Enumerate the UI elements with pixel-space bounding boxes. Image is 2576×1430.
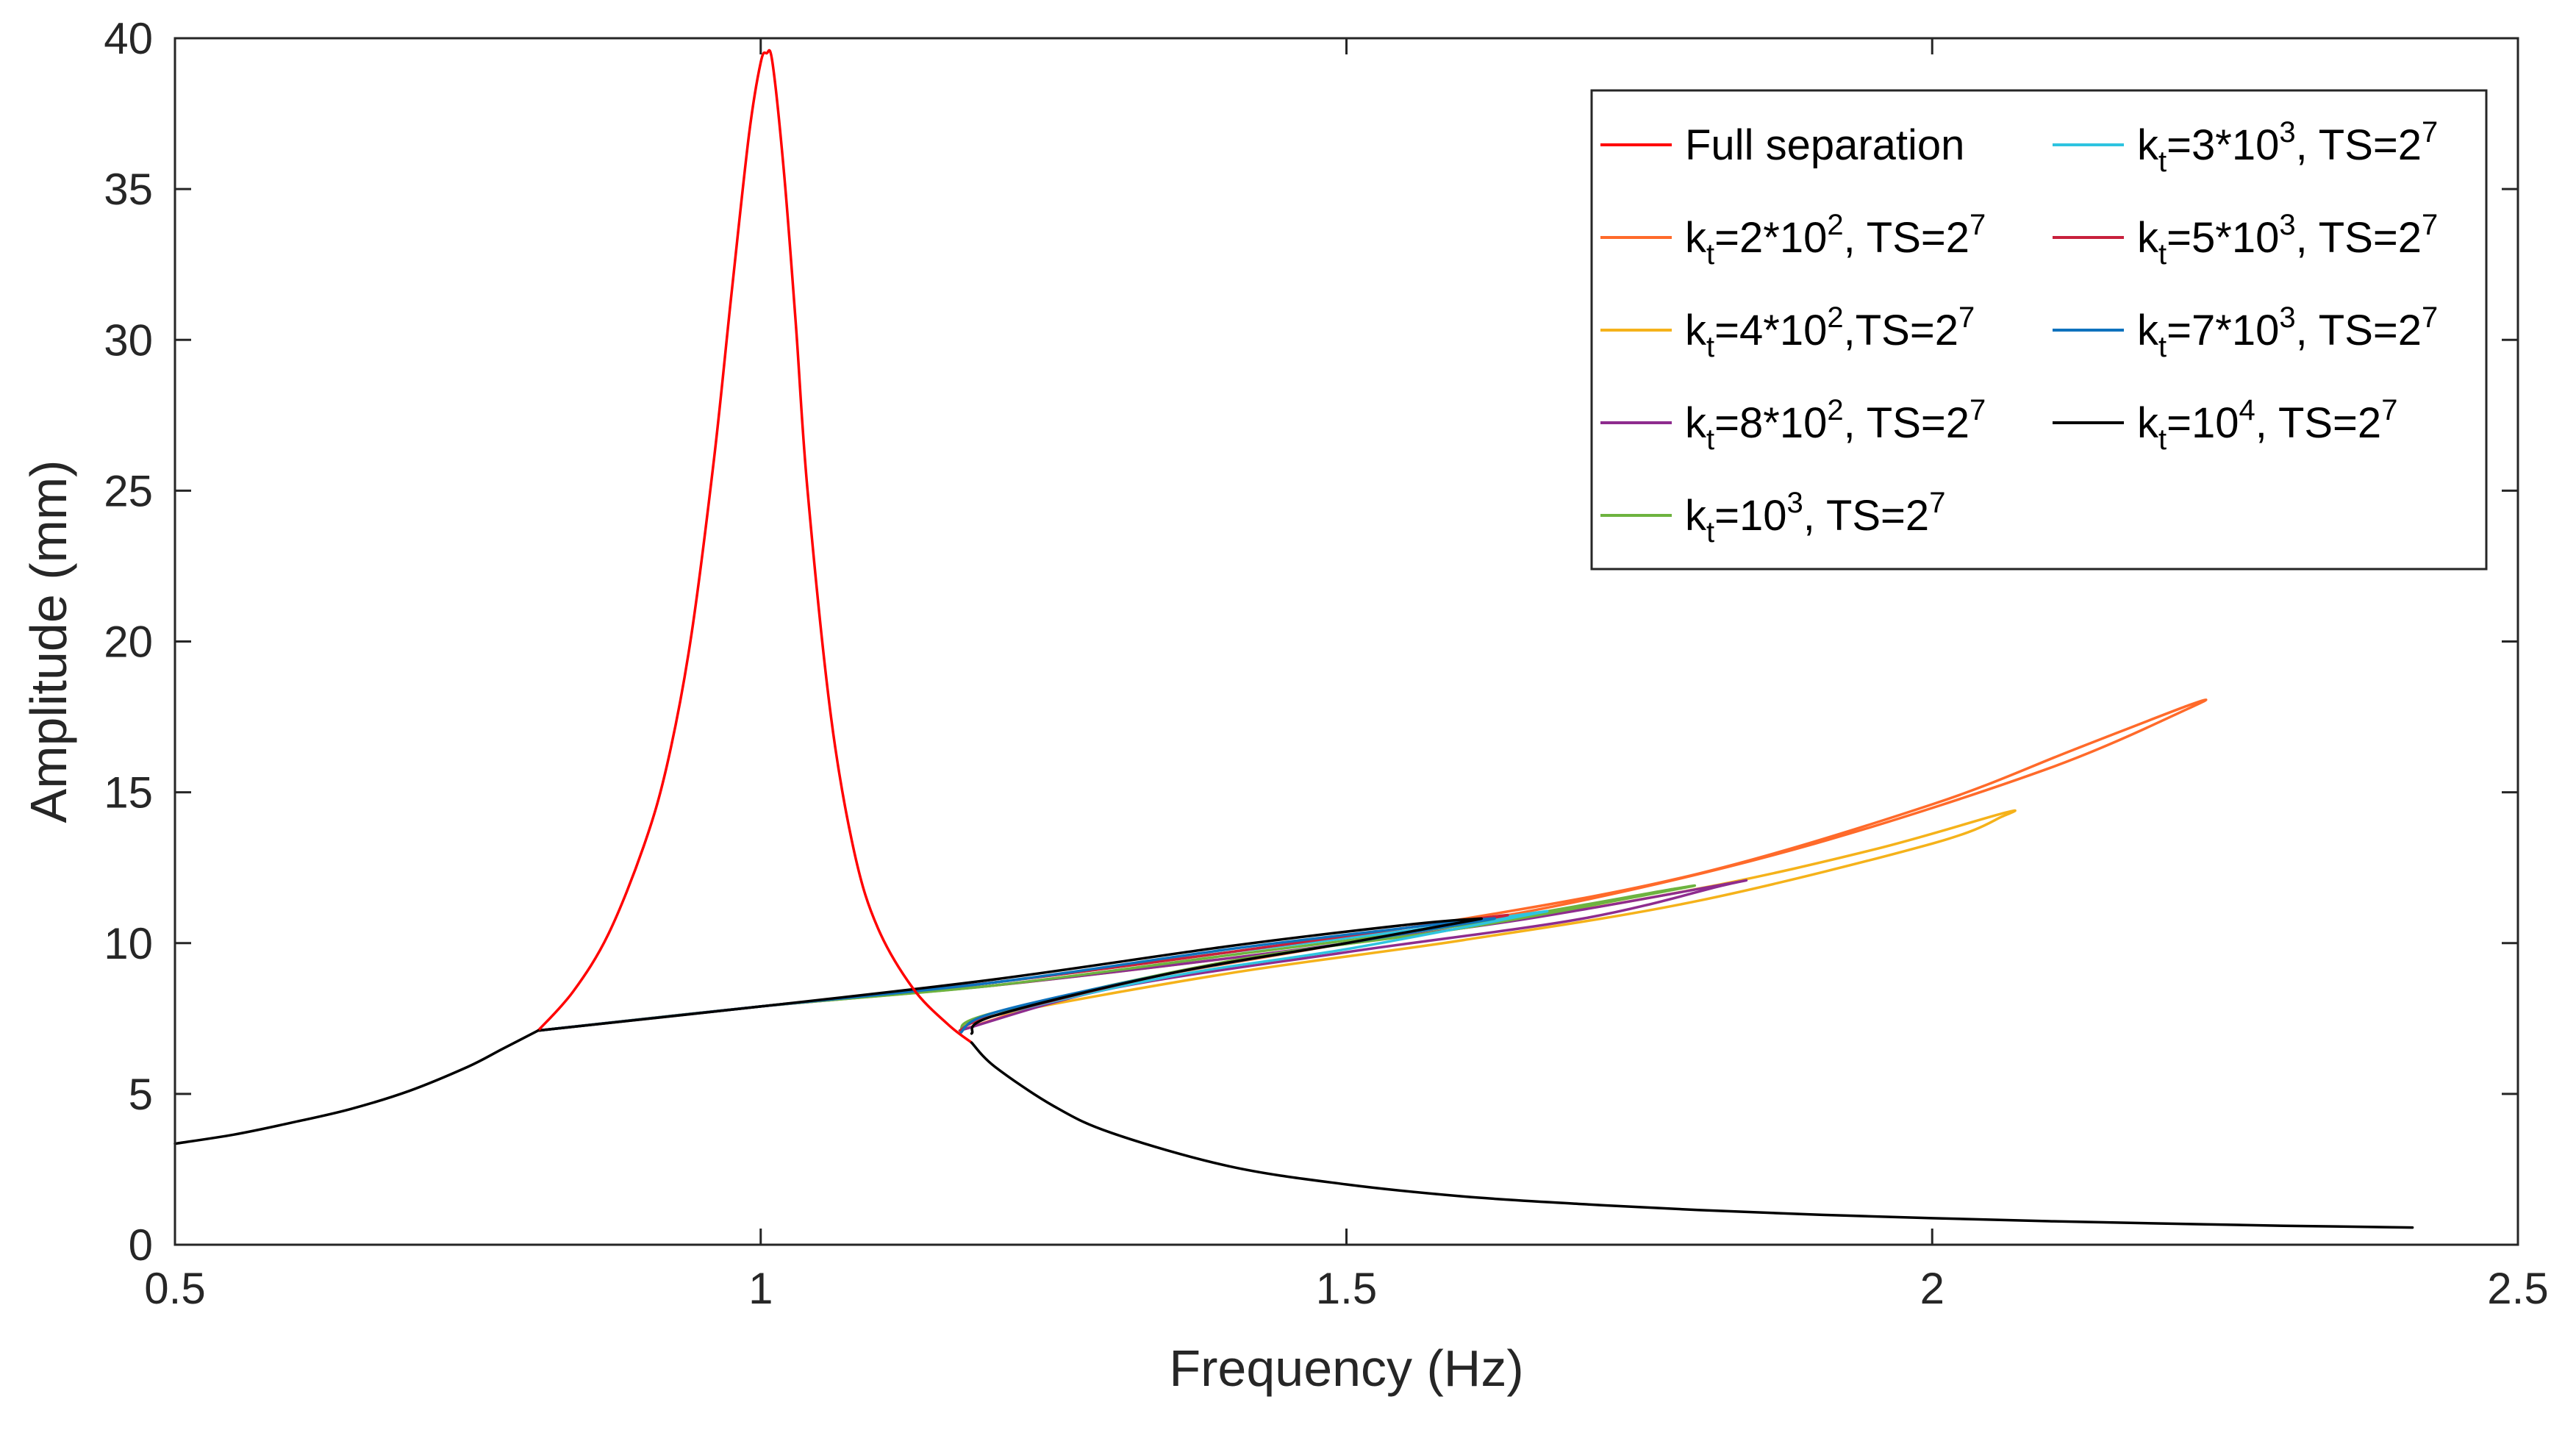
x-tick-label: 0.5	[144, 1264, 205, 1313]
x-tick-label: 1	[748, 1264, 773, 1313]
series-line-0	[537, 49, 973, 1044]
legend-box	[1590, 89, 2488, 571]
y-tick-label: 0	[129, 1220, 153, 1270]
legend-entry-label: kt=2*102, TS=27	[1685, 209, 1986, 271]
y-tick-label: 25	[104, 466, 153, 515]
y-tick-label: 5	[129, 1070, 153, 1119]
legend-entry-label: Full separation	[1685, 121, 1964, 169]
y-tick-label: 15	[104, 768, 153, 818]
series-line-10	[537, 917, 1484, 1035]
x-tick-label: 2	[1920, 1264, 1944, 1313]
y-tick-label: 30	[104, 315, 153, 365]
legend-entry-label: kt=7*103, TS=27	[2137, 301, 2438, 363]
legend-entry-label: kt=104, TS=27	[2137, 394, 2397, 456]
y-tick-label: 40	[104, 14, 153, 63]
x-axis-label: Frequency (Hz)	[1169, 1340, 1523, 1397]
series-line-1	[173, 1029, 540, 1145]
legend-entry-label: kt=103, TS=27	[1685, 487, 1945, 548]
legend: Full separation kt=2*102, TS=27 kt=4*102,T…	[1590, 89, 2488, 571]
series-line-2	[970, 1041, 2414, 1229]
tick-layer: 0.5 1 1.5 2 2.5 0 5 10 15 20 25 30 35 40	[104, 14, 2548, 1313]
legend-entry-label: kt=8*102, TS=27	[1685, 394, 1986, 456]
x-tick-label: 1.5	[1316, 1264, 1377, 1313]
legend-entry-label: kt=3*103, TS=27	[2137, 116, 2438, 178]
y-axis-label: Amplitude (mm)	[20, 460, 77, 823]
legend-entry-label: kt=4*102,TS=27	[1685, 301, 1975, 363]
y-tick-label: 35	[104, 165, 153, 214]
y-tick-label: 20	[104, 618, 153, 667]
series-layer	[173, 49, 2414, 1229]
x-tick-label: 2.5	[2487, 1264, 2548, 1313]
y-tick-label: 10	[104, 919, 153, 968]
legend-entry-label: kt=5*103, TS=27	[2137, 209, 2438, 271]
